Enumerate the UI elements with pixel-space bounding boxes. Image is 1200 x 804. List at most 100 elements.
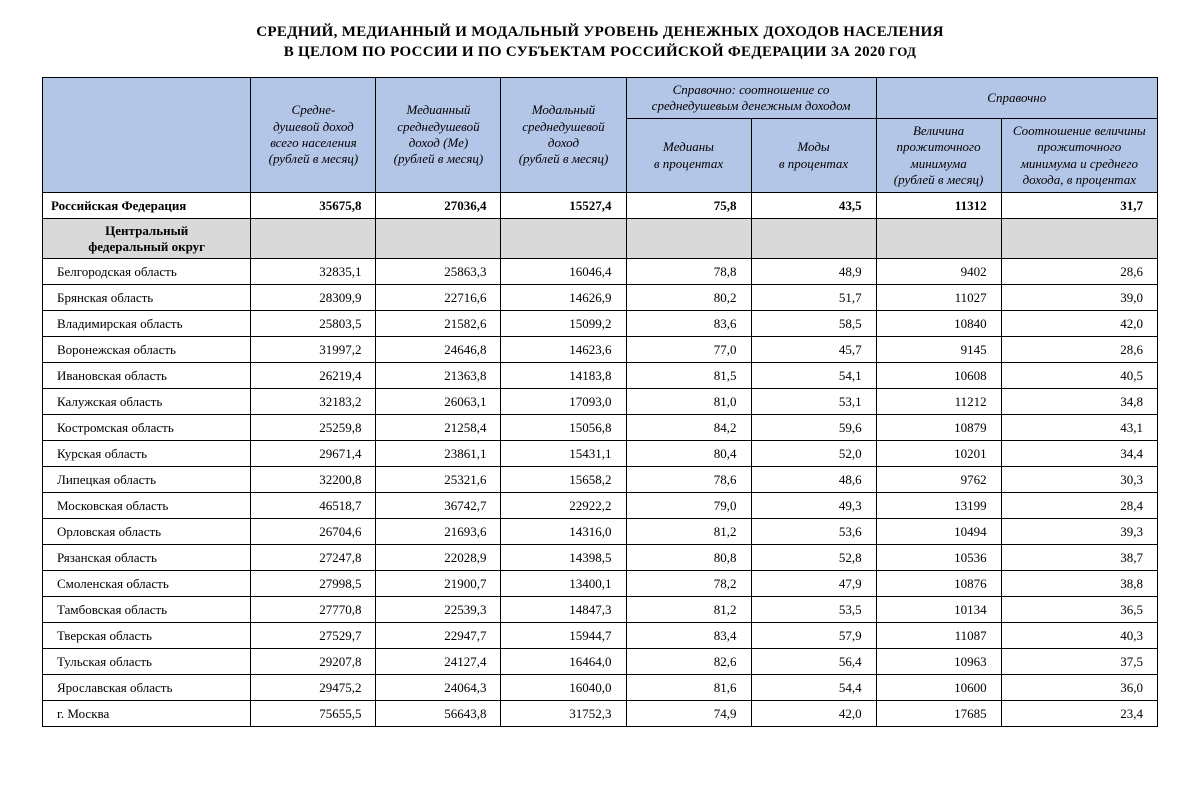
cell: 31997,2	[251, 337, 376, 363]
cell: 28,4	[1001, 493, 1157, 519]
cell: 45,7	[751, 337, 876, 363]
cell: 36,0	[1001, 675, 1157, 701]
row-name: Воронежская область	[43, 337, 251, 363]
cell: 34,4	[1001, 441, 1157, 467]
cell: 25803,5	[251, 311, 376, 337]
cell: 27770,8	[251, 597, 376, 623]
cell	[751, 219, 876, 259]
cell: 15056,8	[501, 415, 626, 441]
income-table: Средне-душевой доходвсего населения(рубл…	[42, 77, 1158, 728]
cell: 75,8	[626, 193, 751, 219]
cell: 14626,9	[501, 285, 626, 311]
row-name: Курская область	[43, 441, 251, 467]
cell: 79,0	[626, 493, 751, 519]
cell: 10876	[876, 571, 1001, 597]
cell: 21693,6	[376, 519, 501, 545]
cell: 39,3	[1001, 519, 1157, 545]
cell: 36,5	[1001, 597, 1157, 623]
section-row: Центральныйфедеральный округ	[43, 219, 1158, 259]
cell: 51,7	[751, 285, 876, 311]
cell	[501, 219, 626, 259]
total-name: Российская Федерация	[43, 193, 251, 219]
cell: 78,8	[626, 259, 751, 285]
cell: 38,8	[1001, 571, 1157, 597]
cell: 22922,2	[501, 493, 626, 519]
cell: 82,6	[626, 649, 751, 675]
cell: 78,6	[626, 467, 751, 493]
cell: 24127,4	[376, 649, 501, 675]
table-row: Ивановская область26219,421363,814183,88…	[43, 363, 1158, 389]
table-row: Тульская область29207,824127,416464,082,…	[43, 649, 1158, 675]
table-row: Орловская область26704,621693,614316,081…	[43, 519, 1158, 545]
cell: 39,0	[1001, 285, 1157, 311]
cell: 22539,3	[376, 597, 501, 623]
cell: 32835,1	[251, 259, 376, 285]
cell: 52,8	[751, 545, 876, 571]
cell: 74,9	[626, 701, 751, 727]
section-label: Центральныйфедеральный округ	[43, 219, 251, 259]
title-line1: СРЕДНИЙ, МЕДИАННЫЙ И МОДАЛЬНЫЙ УРОВЕНЬ Д…	[256, 24, 944, 40]
cell: 14623,6	[501, 337, 626, 363]
cell: 80,2	[626, 285, 751, 311]
cell: 17685	[876, 701, 1001, 727]
cell: 9402	[876, 259, 1001, 285]
cell: 11087	[876, 623, 1001, 649]
cell: 21363,8	[376, 363, 501, 389]
cell: 32200,8	[251, 467, 376, 493]
title-line2a: В ЦЕЛОМ ПО РОССИИ И ПО СУБЪЕКТАМ РОССИЙС…	[284, 44, 886, 60]
total-row: Российская Федерация 35675,8 27036,4 155…	[43, 193, 1158, 219]
table-row: Брянская область28309,922716,614626,980,…	[43, 285, 1158, 311]
cell: 14398,5	[501, 545, 626, 571]
cell: 81,0	[626, 389, 751, 415]
cell: 53,1	[751, 389, 876, 415]
cell: 10134	[876, 597, 1001, 623]
cell: 38,7	[1001, 545, 1157, 571]
cell: 25259,8	[251, 415, 376, 441]
cell	[251, 219, 376, 259]
cell: 10963	[876, 649, 1001, 675]
cell: 27998,5	[251, 571, 376, 597]
cell: 9145	[876, 337, 1001, 363]
row-name: Ярославская область	[43, 675, 251, 701]
cell: 27036,4	[376, 193, 501, 219]
row-name: Белгородская область	[43, 259, 251, 285]
cell: 11212	[876, 389, 1001, 415]
cell: 81,5	[626, 363, 751, 389]
cell: 75655,5	[251, 701, 376, 727]
cell: 10494	[876, 519, 1001, 545]
col-min-ratio: Соотношение величиныпрожиточногоминимума…	[1001, 119, 1157, 193]
cell: 29671,4	[251, 441, 376, 467]
cell: 81,2	[626, 519, 751, 545]
row-name: Орловская область	[43, 519, 251, 545]
table-body: Российская Федерация 35675,8 27036,4 155…	[43, 193, 1158, 727]
col-mode: Модальныйсреднедушевойдоход(рублей в мес…	[501, 77, 626, 193]
row-name: Ивановская область	[43, 363, 251, 389]
table-row: Калужская область32183,226063,117093,081…	[43, 389, 1158, 415]
cell: 29207,8	[251, 649, 376, 675]
cell: 40,3	[1001, 623, 1157, 649]
cell: 56643,8	[376, 701, 501, 727]
cell: 22716,6	[376, 285, 501, 311]
cell: 26704,6	[251, 519, 376, 545]
cell: 16046,4	[501, 259, 626, 285]
col-ratio-median: Медианыв процентах	[626, 119, 751, 193]
cell: 26219,4	[251, 363, 376, 389]
cell: 80,8	[626, 545, 751, 571]
cell: 11312	[876, 193, 1001, 219]
cell: 84,2	[626, 415, 751, 441]
table-row: Белгородская область32835,125863,316046,…	[43, 259, 1158, 285]
cell: 58,5	[751, 311, 876, 337]
row-name: Липецкая область	[43, 467, 251, 493]
cell: 43,5	[751, 193, 876, 219]
cell: 22947,7	[376, 623, 501, 649]
table-row: Воронежская область31997,224646,814623,6…	[43, 337, 1158, 363]
cell: 48,9	[751, 259, 876, 285]
cell: 42,0	[751, 701, 876, 727]
row-name: Костромская область	[43, 415, 251, 441]
row-name: г. Москва	[43, 701, 251, 727]
cell: 36742,7	[376, 493, 501, 519]
cell: 52,0	[751, 441, 876, 467]
cell: 81,6	[626, 675, 751, 701]
table-row: Курская область29671,423861,115431,180,4…	[43, 441, 1158, 467]
cell	[376, 219, 501, 259]
